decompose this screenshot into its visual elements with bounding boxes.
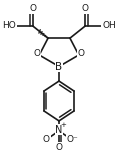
Text: B: B [55,61,63,71]
Text: O: O [82,4,89,13]
Text: O⁻: O⁻ [67,135,79,144]
Text: O: O [55,143,63,152]
Text: O: O [33,49,40,58]
Text: +: + [60,122,66,128]
Text: OH: OH [102,21,116,30]
Text: O: O [43,135,50,144]
Text: O: O [78,49,85,58]
Text: N: N [55,125,63,135]
Text: O: O [29,4,36,13]
Text: HO: HO [2,21,16,30]
